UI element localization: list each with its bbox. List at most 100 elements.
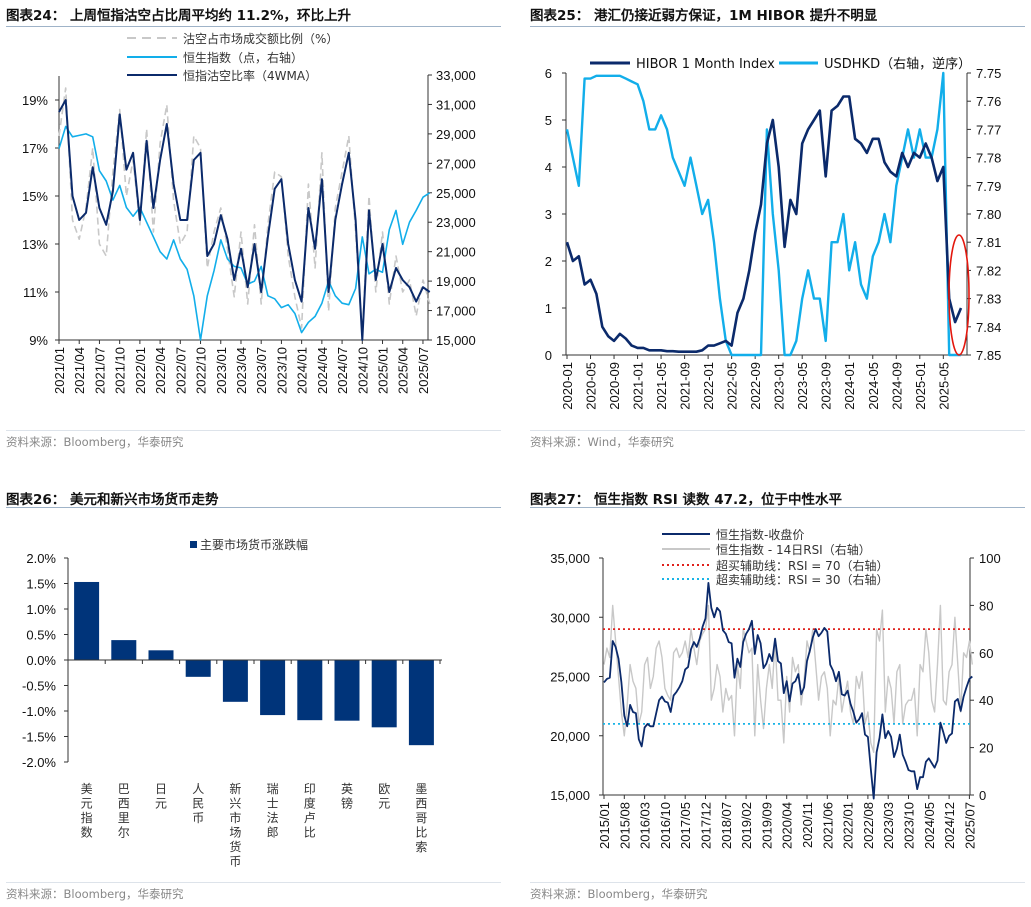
chart25-source: 资料来源：Wind，华泰研究	[530, 435, 674, 449]
chart24-right-tick-label: 31,000	[436, 97, 476, 112]
chart27-left-tick-label: 35,000	[550, 551, 590, 566]
chart25-x-tick-label: 2021-09	[678, 362, 693, 410]
chart25-right-tick-label: 7.76	[976, 94, 1001, 109]
chart24-right-tick-label: 29,000	[436, 127, 476, 142]
chart25-footer-rule	[530, 430, 1025, 431]
chart26-category-label: 印度卢比	[304, 782, 316, 840]
chart25-hibor-usdhkd: 0 1 2 3 4 5 6 7.75 7.76 7.77 7.78 7.79 7.80 7.81 7.82 7…	[545, 56, 1002, 410]
chart27-legend-label: 超买辅助线：RSI = 70（右轴）	[716, 558, 888, 573]
chart26-category-label: 日元	[155, 782, 167, 811]
chart26-y-tick-label: -2.0%	[22, 755, 56, 770]
chart25-x-tick-label: 2022-01	[701, 362, 716, 410]
chart26-bar	[148, 650, 174, 660]
chart25-x-tick-label: 2023-05	[795, 362, 810, 410]
chart24-legend-label: 恒生指数（点，右轴）	[183, 50, 303, 65]
chart26-y-tick-label: -1.5%	[22, 730, 56, 745]
chart24-x-tick-label: 2023/04	[234, 347, 249, 394]
chart26-bar	[371, 660, 397, 728]
chart27-x-tick-label: 2023/03	[881, 802, 896, 849]
chart24-x-tick-label: 2023/07	[254, 347, 269, 394]
chart25-right-tick-label: 7.84	[976, 320, 1001, 335]
chart25-x-tick-label: 2023-01	[772, 362, 787, 410]
chart24-x-tick-label: 2021/04	[72, 347, 87, 394]
chart26-y-tick-label: 2.0%	[26, 551, 56, 566]
chart24-right-tick-label: 23,000	[436, 215, 476, 230]
chart24-left-tick-label: 13%	[22, 237, 48, 252]
chart25-x-tick-label: 2021-05	[654, 362, 669, 410]
chart27-left-tick-label: 30,000	[550, 610, 590, 625]
chart24-x-tick-label: 2021/07	[92, 347, 107, 394]
chart25-right-tick-label: 7.75	[976, 66, 1001, 81]
chart25-series-line	[565, 71, 961, 357]
chart25-right-tick-label: 7.82	[976, 263, 1001, 278]
chart25-x-tick-label: 2024-05	[866, 362, 881, 410]
chart25-left-tick-label: 5	[545, 113, 552, 128]
chart25-right-tick-label: 7.81	[976, 235, 1001, 250]
chart27-x-tick-label: 2019/02	[739, 802, 754, 849]
chart24-series-line	[58, 125, 431, 341]
chart26-footer-rule	[6, 882, 501, 883]
chart25-x-tick-label: 2020-09	[607, 362, 622, 410]
chart26-category-label: 巴西里尔	[118, 782, 130, 840]
chart27-x-tick-label: 2024/12	[942, 802, 957, 849]
chart27-right-tick-label: 40	[979, 693, 993, 708]
chart26-y-tick-label: 1.5%	[26, 577, 56, 592]
chart24-x-tick-label: 2025/04	[396, 347, 411, 394]
chart26-category-label: 美元指数	[81, 782, 93, 840]
chart27-right-tick-label: 100	[979, 551, 1001, 566]
chart25-x-tick-label: 2024-01	[842, 362, 857, 410]
chart24-right-tick-label: 27,000	[436, 156, 476, 171]
chart24-x-tick-label: 2024/01	[295, 347, 310, 394]
chart27-x-tick-label: 2023/10	[902, 802, 917, 849]
chart26-category-label: 瑞士法郎	[267, 782, 279, 840]
chart24-x-tick-label: 2021/10	[113, 347, 128, 394]
chart26-y-tick-label: -0.5%	[22, 679, 56, 694]
chart24-series-line	[58, 99, 431, 341]
chart26-y-tick-label: 0.0%	[26, 653, 56, 668]
chart24-legend-label: 沽空占市场成交额比例（%）	[183, 31, 338, 46]
chart24-right-tick-label: 25,000	[436, 186, 476, 201]
chart27-right-tick-label: 20	[979, 741, 993, 756]
chart24-title: 图表24： 上周恒指沽空占比周平均约 11.2%，环比上升	[6, 8, 352, 24]
chart24-x-tick-label: 2022/04	[153, 347, 168, 394]
chart24-x-tick-label: 2022/01	[133, 347, 148, 394]
chart25-x-tick-label: 2023-09	[819, 362, 834, 410]
chart27-legend-label: 恒生指数-收盘价	[716, 527, 804, 542]
chart26-category-label: 英镑	[341, 782, 353, 811]
chart24-left-tick-label: 9%	[29, 333, 48, 348]
chart25-x-tick-label: 2020-01	[560, 362, 575, 410]
chart24-x-tick-label: 2022/07	[173, 347, 188, 394]
chart27-right-tick-label: 60	[979, 646, 993, 661]
chart26-bar	[260, 660, 286, 716]
chart26-legend-label: 主要市场货币涨跌幅	[200, 537, 308, 552]
chart27-title-rule	[530, 507, 1025, 508]
chart25-left-tick-label: 2	[545, 254, 552, 269]
chart27-hsi-rsi: 15,000 20,000 25,000 30,000 35,000 0 20 40 60 80 1…	[550, 527, 1000, 849]
chart27-x-tick-label: 2024/05	[922, 802, 937, 849]
chart26-bar	[334, 660, 360, 721]
chart24-x-tick-label: 2021/01	[52, 347, 67, 394]
chart27-x-tick-label: 2016/10	[658, 802, 673, 849]
chart27-legend-label: 超卖辅助线：RSI = 30（右轴）	[716, 572, 888, 587]
chart27-right-tick-label: 0	[979, 788, 986, 803]
chart27-x-tick-label: 2020/04	[780, 802, 795, 849]
chart25-x-tick-label: 2024-09	[889, 362, 904, 410]
chart26-y-tick-label: 0.5%	[26, 628, 56, 643]
chart26-legend-swatch	[190, 541, 197, 548]
chart25-title-rule	[530, 26, 1025, 27]
chart25-right-tick-label: 7.80	[976, 207, 1001, 222]
chart25-left-tick-label: 4	[545, 160, 552, 175]
chart27-legend-label: 恒生指数 - 14日RSI（右轴）	[716, 542, 871, 557]
chart26-bar	[408, 660, 434, 746]
chart25-right-tick-label: 7.85	[976, 348, 1001, 363]
chart27-x-tick-label: 2022/08	[861, 802, 876, 849]
chart27-source: 资料来源：Bloomberg，华泰研究	[530, 887, 708, 901]
chart24-left-tick-label: 11%	[23, 285, 48, 300]
chart25-annotation-ellipse	[948, 234, 970, 356]
chart24-x-tick-label: 2024/10	[355, 347, 370, 394]
chart26-title: 图表26： 美元和新兴市场货币走势	[6, 492, 219, 508]
chart26-bar	[74, 581, 100, 660]
chart25-legend-label: USDHKD（右轴，逆序）	[824, 56, 971, 72]
chart25-x-tick-label: 2025-05	[936, 362, 951, 410]
chart26-bar	[222, 660, 248, 702]
